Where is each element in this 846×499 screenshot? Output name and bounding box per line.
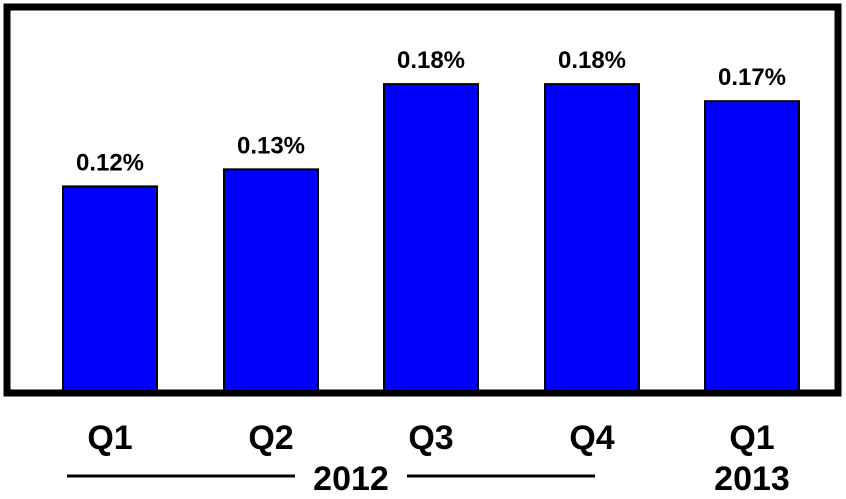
- category-label-3: Q3: [408, 419, 453, 457]
- category-label-2: Q2: [248, 419, 293, 457]
- bars-group: [62, 83, 800, 393]
- year-groups: 2012 2013: [67, 460, 790, 498]
- value-label-5: 0.17%: [718, 64, 786, 91]
- value-label-3: 0.18%: [397, 47, 465, 74]
- value-label-2: 0.13%: [237, 132, 305, 159]
- bar-4: [544, 83, 640, 392]
- bar-3: [383, 83, 479, 392]
- category-labels-group: Q1 Q2 Q3 Q4 Q1: [87, 419, 774, 457]
- value-label-1: 0.12%: [76, 149, 144, 176]
- bar-1: [62, 185, 158, 392]
- category-label-4: Q4: [569, 419, 614, 457]
- category-label-1: Q1: [87, 419, 132, 457]
- value-labels-group: 0.12% 0.13% 0.18% 0.18% 0.17%: [76, 47, 786, 176]
- year-label-1: 2012: [313, 460, 389, 498]
- category-label-5: Q1: [729, 419, 774, 457]
- year-label-2: 2013: [714, 460, 790, 498]
- bar-5: [704, 100, 800, 393]
- value-label-4: 0.18%: [558, 47, 626, 74]
- bar-2: [223, 168, 319, 392]
